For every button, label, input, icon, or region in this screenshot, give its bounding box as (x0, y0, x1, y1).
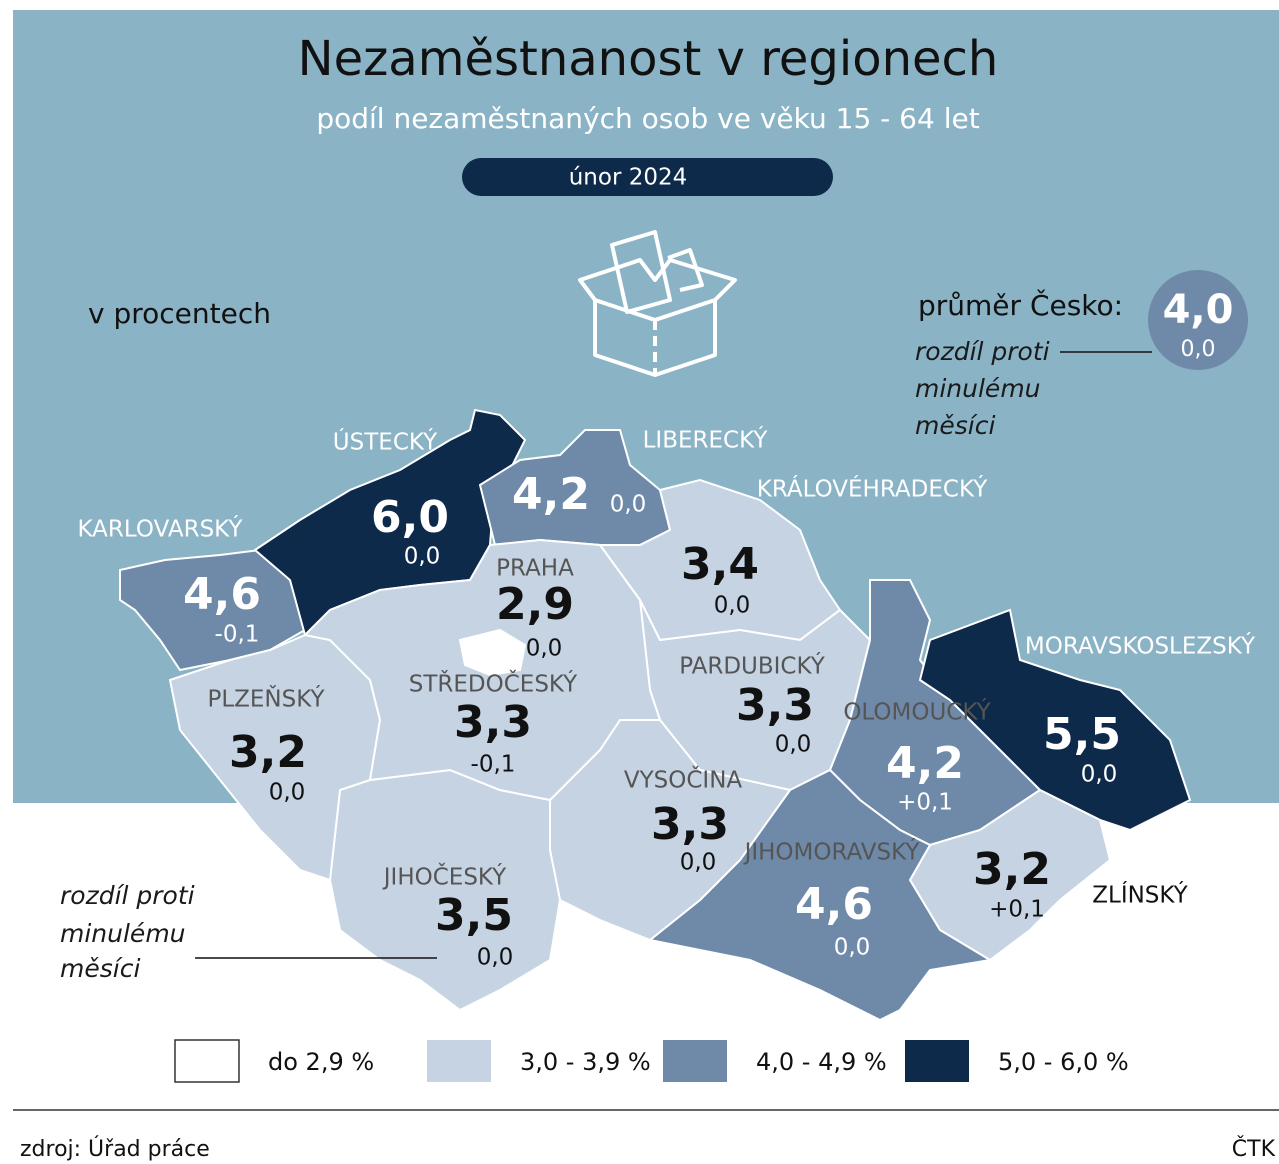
annotation: měsíci (60, 954, 140, 983)
legend-label: 4,0 - 4,9 % (756, 1048, 887, 1076)
period: únor 2024 (569, 165, 688, 191)
national-note: rozdíl proti (915, 337, 1050, 366)
region-value: 4,6 (795, 879, 873, 930)
region (918, 608, 1192, 832)
national-note: minulému (915, 374, 1041, 403)
region-change: 0,0 (269, 780, 306, 806)
region-change: 0,0 (404, 544, 441, 570)
region-name: OLOMOUCKÝ (843, 698, 991, 726)
region-change: -0,1 (471, 752, 516, 778)
region-change: 0,0 (775, 732, 812, 758)
region-value: 2,9 (496, 579, 574, 630)
legend-swatch (663, 1040, 727, 1082)
source: zdroj: Úřad práce (20, 1136, 210, 1162)
legend-label: 5,0 - 6,0 % (998, 1048, 1129, 1076)
legend-label: 3,0 - 3,9 % (520, 1048, 651, 1076)
region-change: 0,0 (680, 850, 717, 876)
region-value: 3,2 (229, 727, 307, 778)
subtitle: podíl nezaměstnaných osob ve věku 15 - 6… (316, 102, 979, 135)
region-change: +0,1 (897, 790, 953, 816)
legend-swatch (905, 1040, 969, 1082)
region-value: 3,3 (651, 799, 729, 850)
region-value: 3,5 (435, 890, 513, 941)
map (119, 408, 1192, 1022)
region-value: 3,4 (681, 539, 759, 590)
region-name: ÚSTECKÝ (333, 428, 438, 456)
region-change: 0,0 (834, 935, 871, 961)
period-pill (462, 158, 833, 196)
region-value: 4,2 (512, 469, 590, 520)
title: Nezaměstnanost v regionech (298, 31, 999, 87)
region-value: 4,6 (183, 569, 261, 620)
region-name: PRAHA (496, 556, 574, 582)
annotation: minulému (60, 919, 186, 948)
region-name: PLZEŇSKÝ (207, 685, 325, 713)
region-value: 3,2 (973, 844, 1051, 895)
legend-label: do 2,9 % (268, 1048, 374, 1076)
map-labels: KARLOVARSKÝ4,6-0,1ÚSTECKÝ6,00,0LIBERECKÝ… (78, 426, 1257, 971)
region-name: JIHOMORAVSKÝ (743, 838, 921, 866)
unit-note: v procentech (88, 297, 271, 330)
region-change: +0,1 (989, 897, 1045, 923)
national-change: 0,0 (1181, 337, 1216, 362)
region-name: ZLÍNSKÝ (1092, 881, 1188, 909)
region-name: PARDUBICKÝ (679, 652, 826, 680)
legend-swatch (174, 1039, 240, 1083)
region-name: STŘEDOČESKÝ (409, 670, 578, 698)
credit: ČTK (1232, 1136, 1276, 1162)
region-change: 0,0 (1081, 762, 1118, 788)
region-name: LIBERECKÝ (643, 426, 769, 454)
region-change: 0,0 (610, 492, 647, 518)
region-name: KARLOVARSKÝ (78, 515, 244, 543)
annotation: rozdíl proti (60, 881, 195, 910)
national-circle (1148, 270, 1248, 370)
legend-swatch (427, 1040, 491, 1082)
region-name: VYSOČINA (624, 766, 743, 794)
national-note: měsíci (915, 411, 995, 440)
region-name: KRÁLOVÉHRADECKÝ (757, 475, 988, 503)
region-value: 3,3 (454, 697, 532, 748)
region-name: MORAVSKOSLEZSKÝ (1025, 632, 1256, 660)
region-change: 0,0 (714, 593, 751, 619)
national-label: průměr Česko: (918, 288, 1123, 322)
region-change: 0,0 (526, 636, 563, 662)
region-value: 6,0 (371, 492, 449, 543)
box-icon (578, 230, 737, 377)
region-change: 0,0 (477, 945, 514, 971)
legend: do 2,9 % 3,0 - 3,9 % 4,0 - 4,9 % 5,0 - 6,0 … (174, 1039, 1129, 1083)
region-value: 3,3 (736, 680, 814, 731)
region-value: 5,5 (1043, 709, 1121, 760)
region-change: -0,1 (215, 622, 260, 648)
national-value: 4,0 (1163, 287, 1234, 333)
region-value: 4,2 (886, 738, 964, 789)
region-name: JIHOČESKÝ (382, 863, 507, 891)
region (458, 628, 527, 677)
